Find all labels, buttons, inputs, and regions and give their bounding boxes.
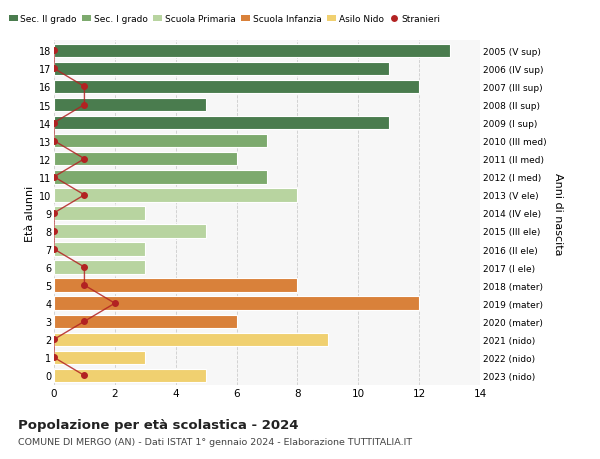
Point bbox=[49, 66, 59, 73]
Point bbox=[49, 228, 59, 235]
Point bbox=[80, 192, 89, 199]
Bar bbox=[54, 225, 206, 238]
Point bbox=[80, 318, 89, 325]
Bar bbox=[54, 117, 389, 130]
Bar bbox=[54, 189, 298, 202]
Bar bbox=[54, 261, 145, 274]
Point bbox=[49, 120, 59, 127]
Bar bbox=[54, 315, 236, 328]
Bar bbox=[54, 45, 449, 58]
Bar bbox=[54, 351, 145, 364]
Point bbox=[49, 210, 59, 217]
Legend: Sec. II grado, Sec. I grado, Scuola Primaria, Scuola Infanzia, Asilo Nido, Stran: Sec. II grado, Sec. I grado, Scuola Prim… bbox=[9, 15, 440, 24]
Bar bbox=[54, 134, 267, 148]
Point bbox=[80, 84, 89, 91]
Point bbox=[110, 300, 119, 307]
Bar bbox=[54, 369, 206, 382]
Bar bbox=[54, 243, 145, 256]
Point bbox=[80, 156, 89, 163]
Point bbox=[80, 101, 89, 109]
Bar bbox=[54, 99, 206, 112]
Y-axis label: Età alunni: Età alunni bbox=[25, 185, 35, 241]
Bar bbox=[54, 80, 419, 94]
Point bbox=[80, 372, 89, 379]
Bar bbox=[54, 207, 145, 220]
Y-axis label: Anni di nascita: Anni di nascita bbox=[553, 172, 563, 255]
Point bbox=[80, 282, 89, 289]
Point bbox=[49, 138, 59, 145]
Bar bbox=[54, 171, 267, 184]
Point bbox=[80, 264, 89, 271]
Point bbox=[49, 354, 59, 361]
Bar bbox=[54, 297, 419, 310]
Bar bbox=[54, 279, 298, 292]
Point bbox=[49, 246, 59, 253]
Text: COMUNE DI MERGO (AN) - Dati ISTAT 1° gennaio 2024 - Elaborazione TUTTITALIA.IT: COMUNE DI MERGO (AN) - Dati ISTAT 1° gen… bbox=[18, 437, 412, 446]
Bar bbox=[54, 333, 328, 347]
Point bbox=[49, 48, 59, 55]
Point bbox=[49, 336, 59, 343]
Text: Popolazione per età scolastica - 2024: Popolazione per età scolastica - 2024 bbox=[18, 418, 299, 431]
Bar bbox=[54, 152, 236, 166]
Bar bbox=[54, 62, 389, 76]
Point bbox=[49, 174, 59, 181]
